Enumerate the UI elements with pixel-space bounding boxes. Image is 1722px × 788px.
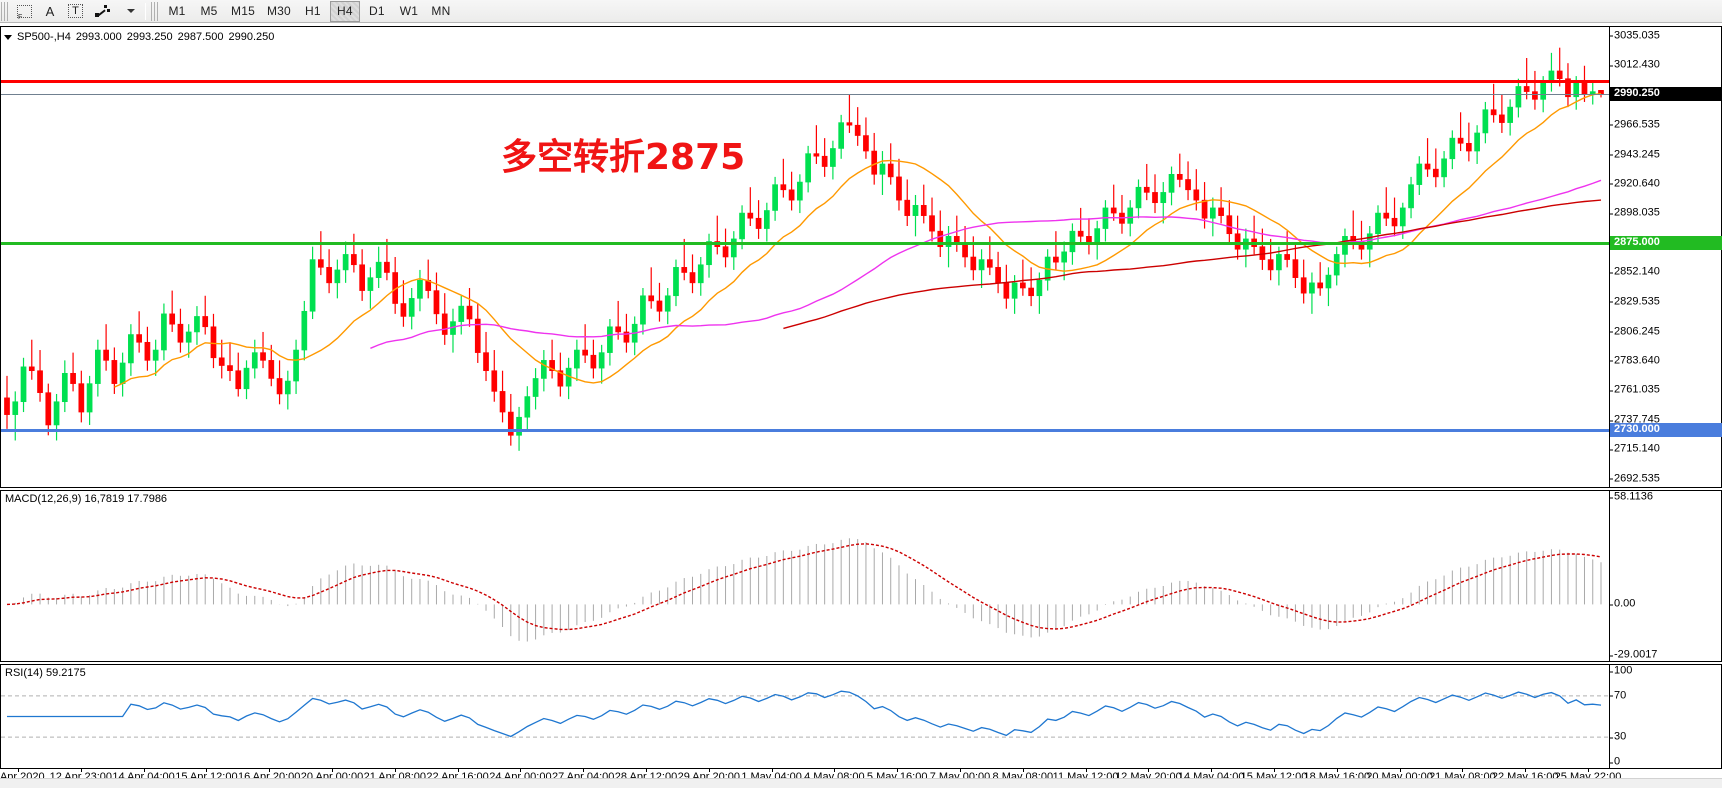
indicators-spark-icon[interactable] <box>90 1 116 22</box>
time-axis-mark <box>960 769 961 772</box>
timeframe-m1[interactable]: M1 <box>168 4 186 18</box>
price-axis-tick: 2806.245 <box>1609 325 1660 338</box>
symbol-name: SP500-,H4 <box>17 31 71 43</box>
price-axis-tick: 2920.640 <box>1609 177 1660 190</box>
price-axis-badge-2730.000: 2730.000 <box>1610 423 1722 438</box>
main-toolbar: A T M1 M5 M15 M30 H1 H4 D1 W1 MN <box>0 0 1722 23</box>
price-axis-badge-2875.000: 2875.000 <box>1610 235 1722 250</box>
text-box-t-icon[interactable]: T <box>63 1 88 22</box>
macd-axis-tick: 58.1136 <box>1609 490 1653 503</box>
price-chart-pane[interactable]: 多空转折2875 3035.035 3012.430 2990.250 2966.53… <box>0 26 1722 488</box>
time-axis-mark <box>1399 769 1401 772</box>
price-axis-tick: 2761.035 <box>1609 383 1660 396</box>
time-axis-mark <box>1085 769 1087 772</box>
level-line-pivot-2875[interactable] <box>1 241 1609 245</box>
price-axis-tick: 3012.430 <box>1609 58 1660 71</box>
timeframe-d1[interactable]: D1 <box>369 4 385 18</box>
time-axis-mark <box>394 769 396 772</box>
time-axis-mark <box>18 769 19 772</box>
time-axis-mark <box>1211 769 1213 772</box>
chart-collapse-caret-icon[interactable] <box>4 34 12 40</box>
macd-axis[interactable]: 58.1136 0.00 -29.0017 <box>1608 490 1721 661</box>
macd-series <box>6 538 1602 642</box>
rsi-label: RSI(14) 59.2175 <box>5 667 86 679</box>
macd-plot-area[interactable] <box>1 491 1609 661</box>
time-axis-mark <box>771 769 773 772</box>
toolbar-drag-handle[interactable] <box>1 1 9 21</box>
timeframe-m30[interactable]: M30 <box>266 4 291 18</box>
symbol-info-row: SP500-,H4 2993.000 2993.250 2987.500 299… <box>0 30 274 44</box>
timeframe-h1[interactable]: H1 <box>305 4 321 18</box>
rsi-plot-area[interactable] <box>1 665 1609 768</box>
status-bar <box>0 778 1722 788</box>
timeframe-mn[interactable]: MN <box>431 4 451 18</box>
macd-axis-tick: -29.0017 <box>1608 648 1658 661</box>
time-axis-mark <box>1336 769 1338 772</box>
ohlc-close: 2990.250 <box>228 31 275 43</box>
macd-label: MACD(12,26,9) 16,7819 17.7986 <box>5 493 168 505</box>
level-line-last-price-2990[interactable] <box>1 93 1609 95</box>
rsi-series <box>1 690 1609 738</box>
time-axis-mark <box>646 769 647 772</box>
time-axis-mark <box>1588 769 1589 772</box>
candlestick-series <box>4 47 1604 451</box>
timeframe-m15[interactable]: M15 <box>231 4 255 18</box>
macd-axis-tick: 0.00 <box>1608 597 1636 610</box>
time-axis-mark <box>206 769 208 772</box>
price-plot-area[interactable]: 多空转折2875 <box>1 27 1609 487</box>
time-axis-mark <box>1525 769 1527 772</box>
indicators-dropdown-caret[interactable] <box>118 1 140 22</box>
rsi-axis-tick: 0 <box>1608 755 1621 768</box>
chart-annotation-text: 多空转折2875 <box>501 137 746 178</box>
time-axis-mark <box>897 769 899 772</box>
toolbar-divider <box>145 2 146 20</box>
rsi-axis[interactable]: 100 70 30 0 <box>1608 664 1721 768</box>
price-axis-tick: 2898.035 <box>1609 206 1660 219</box>
price-axis-badge-2990.250: 2990.250 <box>1610 86 1722 101</box>
time-axis-mark <box>143 769 145 772</box>
price-axis-tick: 2692.535 <box>1609 472 1660 485</box>
timeframe-drag-handle[interactable] <box>151 1 159 21</box>
level-line-resistance-3000[interactable] <box>1 80 1609 84</box>
text-label-a-icon[interactable]: A <box>45 3 55 19</box>
time-axis-mark <box>583 769 585 772</box>
price-axis[interactable]: 3035.035 3012.430 2990.250 2966.535 2943.245… <box>1609 27 1722 487</box>
level-line-support-2730[interactable] <box>1 429 1609 433</box>
timeframe-w1[interactable]: W1 <box>399 4 419 18</box>
ohlc-high: 2993.250 <box>126 31 173 43</box>
timeframe-h4[interactable]: H4 <box>329 0 360 22</box>
rsi-axis-tick: 70 <box>1608 689 1627 702</box>
macd-pane[interactable]: MACD(12,26,9) 16,7819 17.7986 58.1136 0.0… <box>0 490 1722 662</box>
ohlc-low: 2987.500 <box>177 31 224 43</box>
time-axis-mark <box>834 769 836 772</box>
crosshair-f-icon[interactable] <box>12 1 37 22</box>
price-axis-tick: 2829.535 <box>1609 295 1660 308</box>
rsi-axis-tick: 100 <box>1608 664 1633 677</box>
price-axis-tick: 2943.245 <box>1609 148 1660 161</box>
time-axis-mark <box>457 769 459 772</box>
time-axis-mark <box>1148 769 1150 772</box>
time-axis-mark <box>1274 769 1275 772</box>
price-axis-tick: 2715.140 <box>1609 442 1660 455</box>
time-axis-mark <box>1022 769 1024 772</box>
ohlc-open: 2993.000 <box>75 31 122 43</box>
price-axis-tick: 2737.745 <box>1609 413 1660 426</box>
price-axis-tick: 2852.140 <box>1609 265 1660 278</box>
time-axis-mark <box>1462 769 1464 772</box>
time-axis-mark <box>708 769 710 772</box>
price-axis-tick: 2966.535 <box>1609 118 1660 130</box>
time-axis-mark <box>332 769 333 772</box>
time-axis-mark <box>80 769 82 772</box>
rsi-pane[interactable]: RSI(14) 59.2175 100 70 30 0 <box>0 664 1722 769</box>
time-axis-mark <box>520 769 522 772</box>
time-axis-mark <box>269 769 271 772</box>
rsi-axis-tick: 30 <box>1608 730 1627 743</box>
timeframe-m5[interactable]: M5 <box>200 4 218 18</box>
price-axis-tick: 3035.035 <box>1609 29 1660 42</box>
price-axis-tick: 2783.640 <box>1609 354 1660 367</box>
